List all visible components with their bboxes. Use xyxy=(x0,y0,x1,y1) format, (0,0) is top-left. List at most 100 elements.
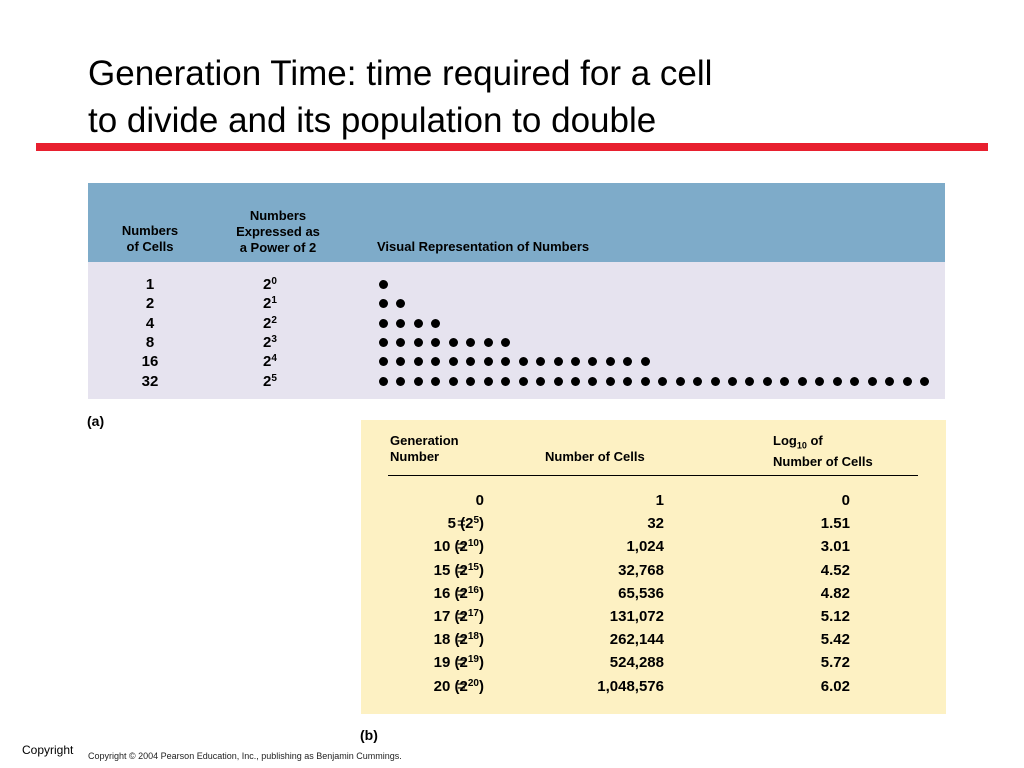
cell-dot xyxy=(623,357,633,367)
generation-exponent: 15 xyxy=(467,561,479,573)
log10-of-cells: 6.02 xyxy=(820,677,850,695)
cell-dot xyxy=(413,337,423,347)
power-exponent: 3 xyxy=(271,333,277,345)
generation-number: 19 (219) xyxy=(434,651,484,674)
power-base: 2 xyxy=(263,295,272,313)
slide-title: Generation Time: time required for a cel… xyxy=(88,50,988,144)
generation-value: 5 (2 xyxy=(447,515,474,533)
equals-sign: = xyxy=(457,608,466,625)
generation-number: 15 (215) xyxy=(434,559,484,582)
log10-of-cells: 5.12 xyxy=(820,608,850,625)
cell-dot xyxy=(815,376,825,386)
table-row: 1 20 xyxy=(88,275,945,294)
title-divider xyxy=(36,143,988,151)
cell-dot xyxy=(919,376,929,386)
table-row: 4 22 xyxy=(88,314,945,333)
cell-count: 8 xyxy=(145,333,155,351)
power-exponent: 2 xyxy=(271,314,277,326)
generation-number: 18 (218) xyxy=(434,628,484,651)
figure-label-a: (a) xyxy=(87,413,105,429)
cell-dot xyxy=(640,376,650,386)
generation-exponent: 5 xyxy=(473,515,479,527)
table-row: 17 (217) = 131,072 5.12 xyxy=(361,605,946,628)
power-base: 2 xyxy=(263,372,272,390)
cell-dot xyxy=(501,376,511,386)
cell-dot xyxy=(658,376,668,386)
power-base: 2 xyxy=(263,353,272,371)
cell-dot xyxy=(605,357,615,367)
cell-dot xyxy=(885,376,895,386)
cell-dot xyxy=(797,376,807,386)
cell-dot xyxy=(518,376,528,386)
log10-of-cells: 3.01 xyxy=(820,538,850,556)
power-of-two: 20 xyxy=(250,275,290,294)
cell-dot xyxy=(396,357,406,367)
cell-dot xyxy=(466,357,476,367)
power-exponent: 5 xyxy=(271,372,277,384)
table-row: 18 (218) = 262,144 5.42 xyxy=(361,628,946,651)
table-row: 16 24 xyxy=(88,352,945,371)
number-of-cells: 32 xyxy=(647,515,664,533)
power-base: 2 xyxy=(263,276,272,293)
number-of-cells: 32,768 xyxy=(618,561,664,579)
cell-dot xyxy=(710,376,720,386)
cell-dot xyxy=(379,299,388,309)
number-of-cells: 524,288 xyxy=(609,654,664,672)
cell-dot xyxy=(379,376,388,386)
generation-number: 20 (220) xyxy=(434,675,484,698)
table-row: 2 21 xyxy=(88,294,945,313)
power-of-two: 24 xyxy=(250,352,290,371)
generation-value: 18 (2 xyxy=(433,631,468,649)
header-log-prefix: Log xyxy=(773,433,797,448)
cell-dot xyxy=(466,376,476,386)
header-power-of-2: Numbers Expressed as a Power of 2 xyxy=(236,208,320,255)
power-of-two: 23 xyxy=(250,333,290,352)
generation-exponent: 20 xyxy=(467,677,479,689)
generation-close-paren: ) xyxy=(479,561,484,579)
cell-dot xyxy=(379,357,388,367)
number-of-cells: 1,024 xyxy=(626,538,664,556)
table-row: 16 (216) = 65,536 4.82 xyxy=(361,582,946,605)
table-row: 32 25 xyxy=(88,372,945,391)
cell-dot xyxy=(536,357,546,367)
cell-dot xyxy=(518,357,528,367)
power-base: 2 xyxy=(263,314,272,332)
cell-dot xyxy=(832,376,842,386)
generation-number: 16 (216) xyxy=(434,582,484,605)
cell-count: 4 xyxy=(145,314,155,332)
power-of-two: 21 xyxy=(250,294,290,313)
generation-value: 0 xyxy=(475,492,484,509)
cell-dot xyxy=(588,357,598,367)
power-base: 2 xyxy=(263,333,272,351)
cell-dot xyxy=(745,376,755,386)
table-row: 10 (210) = 1,024 3.01 xyxy=(361,535,946,558)
generation-exponent: 16 xyxy=(467,584,479,596)
number-of-cells: 131,072 xyxy=(609,608,664,625)
log10-of-cells: 4.52 xyxy=(820,561,850,579)
slide-title-line-2: to divide and its population to double xyxy=(88,101,657,140)
number-of-cells: 1 xyxy=(655,492,664,509)
generation-close-paren: ) xyxy=(479,538,484,556)
cell-count: 16 xyxy=(141,353,159,371)
generation-exponent: 18 xyxy=(467,631,479,643)
cell-dot xyxy=(413,318,423,328)
generation-close-paren: ) xyxy=(479,631,484,649)
cell-dot xyxy=(431,318,441,328)
generation-value: 20 (2 xyxy=(433,677,468,695)
cell-dot xyxy=(728,376,737,386)
equals-sign: = xyxy=(457,654,466,672)
power-exponent: 4 xyxy=(271,353,277,365)
cell-dot xyxy=(448,357,458,367)
number-of-cells: 262,144 xyxy=(609,631,664,649)
cell-dot xyxy=(605,376,615,386)
log10-of-cells: 5.72 xyxy=(820,654,850,672)
log10-of-cells: 5.42 xyxy=(820,631,850,649)
generation-close-paren: ) xyxy=(479,654,484,672)
power-exponent: 0 xyxy=(271,276,277,287)
log10-of-cells: 1.51 xyxy=(820,515,850,533)
cell-dot xyxy=(483,376,493,386)
generation-number: 0 xyxy=(476,489,484,512)
copyright-short: Copyright xyxy=(22,743,74,757)
cell-dot xyxy=(553,357,563,367)
cell-dot xyxy=(448,376,458,386)
